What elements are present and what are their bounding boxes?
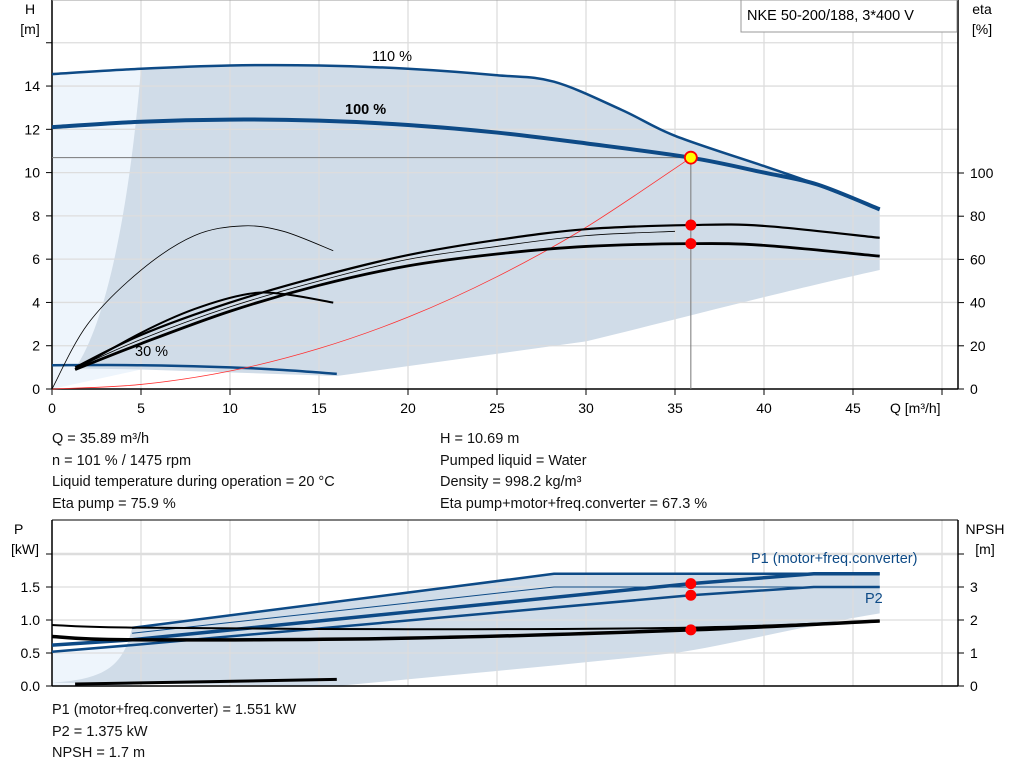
curve-p1_110 <box>131 572 880 630</box>
x-tick-label: 30 <box>578 400 594 416</box>
npsh-tick-label: 2 <box>970 612 978 628</box>
info-n: n = 101 % / 1475 rpm <box>52 452 192 469</box>
curve-p_30 <box>75 677 337 686</box>
y-tick-label: 6 <box>32 251 40 267</box>
x-axis-label: Q [m³/h] <box>890 400 941 416</box>
curve-eta30_pump <box>51 225 334 390</box>
op-point-eta-total <box>685 238 697 250</box>
op-point-p2 <box>685 589 697 601</box>
chart-title: NKE 50-200/188, 3*400 V <box>747 8 914 24</box>
p-tick-label: 1.5 <box>21 579 41 595</box>
npsh-axis-label: [m] <box>975 541 994 557</box>
npsh-tick-label: 0 <box>970 678 978 694</box>
op-point-h <box>683 150 698 165</box>
y2-axis-label: eta <box>972 1 992 17</box>
y2-tick-label: 80 <box>970 208 986 224</box>
curve-h110 <box>51 63 881 211</box>
y-tick-label: 4 <box>32 294 40 310</box>
curve-h30 <box>51 363 337 376</box>
label-p2: P2 <box>865 591 883 607</box>
label-110: 110 % <box>372 49 412 65</box>
x-tick-label: 20 <box>400 400 416 416</box>
x-tick-label: 45 <box>845 400 861 416</box>
op-point-eta-pump <box>685 219 697 231</box>
npsh-tick-label: 1 <box>970 645 978 661</box>
x-tick-label: 5 <box>137 400 145 416</box>
y2-tick-label: 60 <box>970 251 986 267</box>
operating-region <box>75 65 880 377</box>
p-tick-label: 0.5 <box>21 645 41 661</box>
npsh-tick-label: 3 <box>970 579 978 595</box>
y2-tick-label: 0 <box>970 381 978 397</box>
p-axis-label: P <box>14 521 23 537</box>
op-point-p1 <box>685 578 697 590</box>
y2-tick-label: 40 <box>970 295 986 311</box>
curve-eta-thin <box>74 230 676 369</box>
y-axis-label: [m] <box>20 21 39 37</box>
info-right: H = 10.69 m Pumped liquid = Water Densit… <box>440 429 707 515</box>
x-tick-label: 0 <box>48 400 56 416</box>
curve-system <box>51 157 692 390</box>
curve-p2_110 <box>132 586 880 634</box>
y-tick-label: 14 <box>24 78 40 94</box>
curve-eta_pump <box>74 223 880 369</box>
curve-eta30_total <box>74 291 334 371</box>
info-density: Density = 998.2 kg/m³ <box>440 474 582 490</box>
p-axis-label: [kW] <box>11 541 39 557</box>
p-tick-label: 0.0 <box>21 678 41 694</box>
npsh-axis-label: NPSH <box>966 521 1005 537</box>
info-h: H = 10.69 m <box>440 431 520 447</box>
info-q: Q = 35.89 m³/h <box>52 431 150 447</box>
x-tick-label: 15 <box>311 400 327 416</box>
info-liquid: Pumped liquid = Water <box>440 452 587 469</box>
info-eta-pump: Eta pump = 75.9 % <box>52 495 176 512</box>
label-p1: P1 (motor+freq.converter) <box>751 551 917 567</box>
x-tick-label: 25 <box>489 400 505 416</box>
label-30: 30 % <box>135 344 168 360</box>
y2-tick-label: 20 <box>970 338 986 354</box>
p-tick-label: 1.0 <box>21 612 41 628</box>
y-tick-label: 2 <box>32 338 40 354</box>
x-tick-label: 35 <box>667 400 683 416</box>
curve-h100 <box>51 117 881 212</box>
info-p1: P1 (motor+freq.converter) = 1.551 kW <box>52 702 297 718</box>
y-tick-label: 0 <box>32 381 40 397</box>
x-tick-label: 40 <box>756 400 772 416</box>
info-eta-total: Eta pump+motor+freq.converter = 67.3 % <box>440 495 708 512</box>
y-tick-label: 10 <box>24 165 40 181</box>
info-temp: Liquid temperature during operation = 20… <box>52 474 335 490</box>
y-tick-label: 8 <box>32 208 40 224</box>
x-tick-label: 10 <box>222 400 238 416</box>
info-p2: P2 = 1.375 kW <box>52 723 148 740</box>
y-tick-label: 12 <box>24 121 40 137</box>
curve-eta_total <box>74 242 880 371</box>
y2-tick-label: 100 <box>970 165 994 181</box>
title-box <box>740 0 958 33</box>
y2-axis-label: [%] <box>972 21 992 37</box>
curve-npsh <box>51 619 880 642</box>
y-axis-label: H <box>25 1 35 17</box>
info-npsh: NPSH = 1.7 m <box>52 745 146 761</box>
op-point-npsh <box>685 624 697 636</box>
label-100: 100 % <box>345 102 386 118</box>
info-bottom: P1 (motor+freq.converter) = 1.551 kW P2 … <box>52 700 296 765</box>
info-left: Q = 35.89 m³/h n = 101 % / 1475 rpm Liqu… <box>52 429 335 515</box>
